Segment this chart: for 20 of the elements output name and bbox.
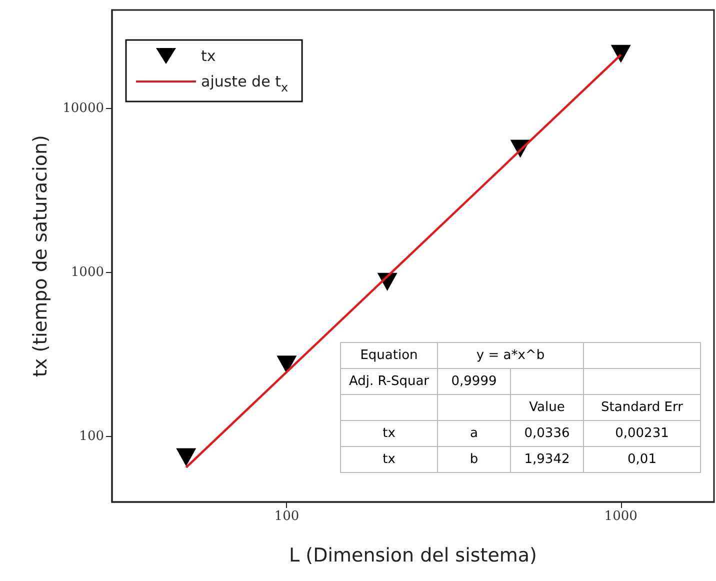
y-tick-label: 100 bbox=[79, 429, 104, 444]
y-axis-title: tx (tiempo de saturacion) bbox=[30, 135, 52, 377]
annotation: 0,9999 bbox=[438, 368, 510, 394]
annotation: b bbox=[438, 446, 510, 472]
annotation: Adj. R-Squar bbox=[340, 368, 438, 394]
annotation: tx bbox=[340, 420, 438, 446]
annotation: 0,00231 bbox=[584, 420, 700, 446]
annotation: 0,01 bbox=[584, 446, 700, 472]
annotation: 0,0336 bbox=[510, 420, 584, 446]
annotation: a bbox=[438, 420, 510, 446]
annotation: Equation bbox=[340, 342, 438, 368]
annotation: Standard Err bbox=[584, 394, 700, 420]
annotation: Value bbox=[510, 394, 584, 420]
y-tick-label: 10000 bbox=[62, 101, 104, 116]
annotation: tx bbox=[340, 446, 438, 472]
annotation: 1,9342 bbox=[510, 446, 584, 472]
annotation: y = a*x^b bbox=[438, 342, 584, 368]
x-axis-title: L (Dimension del sistema) bbox=[289, 544, 537, 566]
legend-label: tx bbox=[201, 47, 216, 65]
y-tick-label: 1000 bbox=[70, 265, 104, 280]
